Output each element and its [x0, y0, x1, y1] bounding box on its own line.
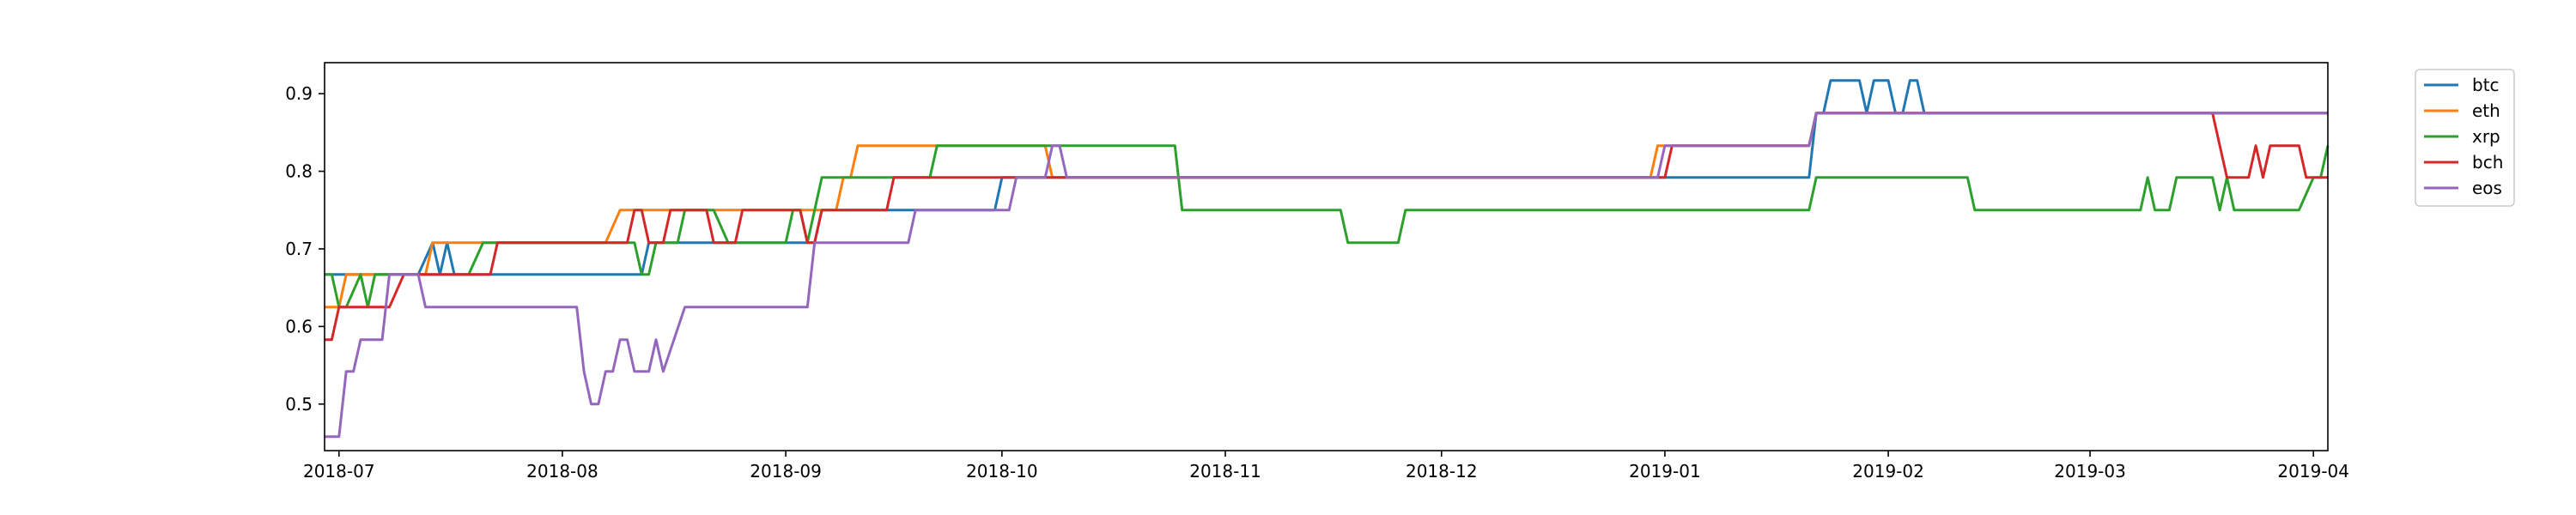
legend-label-bch: bch: [2472, 152, 2503, 173]
x-axis: 2018-07 2018-08 2018-09 2018-10 2018-11 2018-…: [303, 451, 2349, 482]
series-line-bch: [325, 112, 2328, 342]
x-tick-label: 2019-04: [2277, 461, 2349, 482]
legend-label-eos: eos: [2472, 178, 2502, 198]
x-tick-label: 2018-11: [1189, 461, 1261, 482]
y-tick-label: 0.9: [285, 83, 313, 104]
legend: btc eth xrp bch eos: [2415, 69, 2515, 207]
series-line-xrp: [325, 144, 2330, 309]
y-axis: 0.5 0.6 0.7 0.8 0.9: [285, 83, 325, 415]
plot-frame: [324, 62, 2329, 451]
legend-frame: [2415, 69, 2515, 207]
x-tick-label: 2018-07: [303, 461, 375, 482]
series-layer: [325, 79, 2330, 439]
x-tick-label: 2019-01: [1629, 461, 1701, 482]
x-tick-label: 2019-02: [1852, 461, 1924, 482]
x-tick-label: 2018-10: [966, 461, 1038, 482]
x-tick-label: 2018-09: [750, 461, 822, 482]
x-tick-label: 2019-03: [2054, 461, 2126, 482]
legend-label-xrp: xrp: [2472, 126, 2500, 147]
y-tick-label: 0.7: [285, 239, 313, 259]
x-tick-label: 2018-12: [1406, 461, 1478, 482]
series-line-eos: [325, 112, 2328, 439]
y-tick-label: 0.6: [285, 316, 313, 336]
legend-label-eth: eth: [2472, 100, 2500, 121]
y-tick-label: 0.5: [285, 394, 313, 415]
y-tick-label: 0.8: [285, 161, 313, 182]
x-tick-label: 2018-08: [526, 461, 598, 482]
legend-label-btc: btc: [2472, 75, 2500, 95]
